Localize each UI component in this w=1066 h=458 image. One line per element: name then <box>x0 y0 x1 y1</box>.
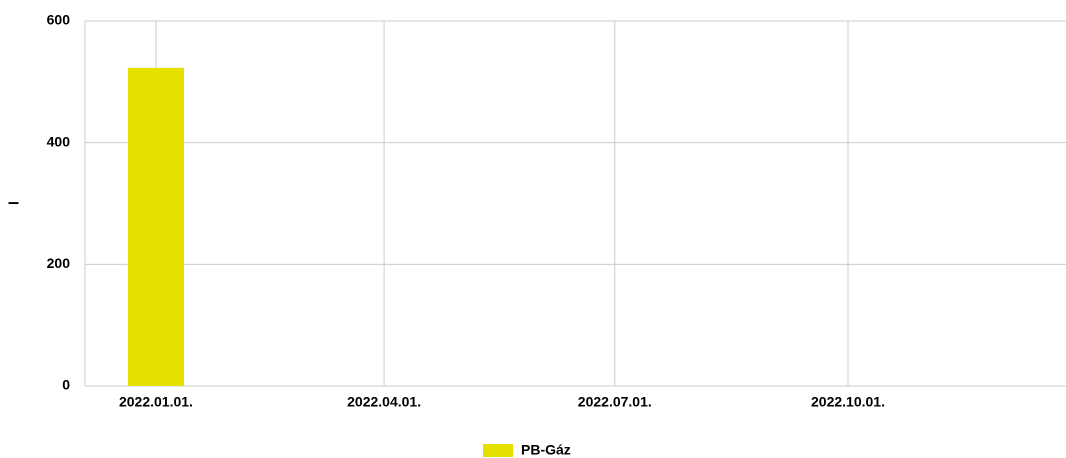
bar <box>127 67 184 386</box>
x-tick-label: 2022.07.01. <box>578 394 652 410</box>
y-tick-label: 400 <box>47 133 71 149</box>
y-axis-label: l <box>6 201 22 205</box>
legend-swatch <box>483 444 513 457</box>
x-tick-label: 2022.04.01. <box>347 394 421 410</box>
y-tick-label: 600 <box>47 12 71 28</box>
legend-label: PB-Gáz <box>521 442 571 458</box>
x-tick-label: 2022.10.01. <box>811 394 885 410</box>
x-tick-label: 2022.01.01. <box>119 394 193 410</box>
y-tick-label: 0 <box>62 377 70 393</box>
y-tick-label: 200 <box>47 255 71 271</box>
